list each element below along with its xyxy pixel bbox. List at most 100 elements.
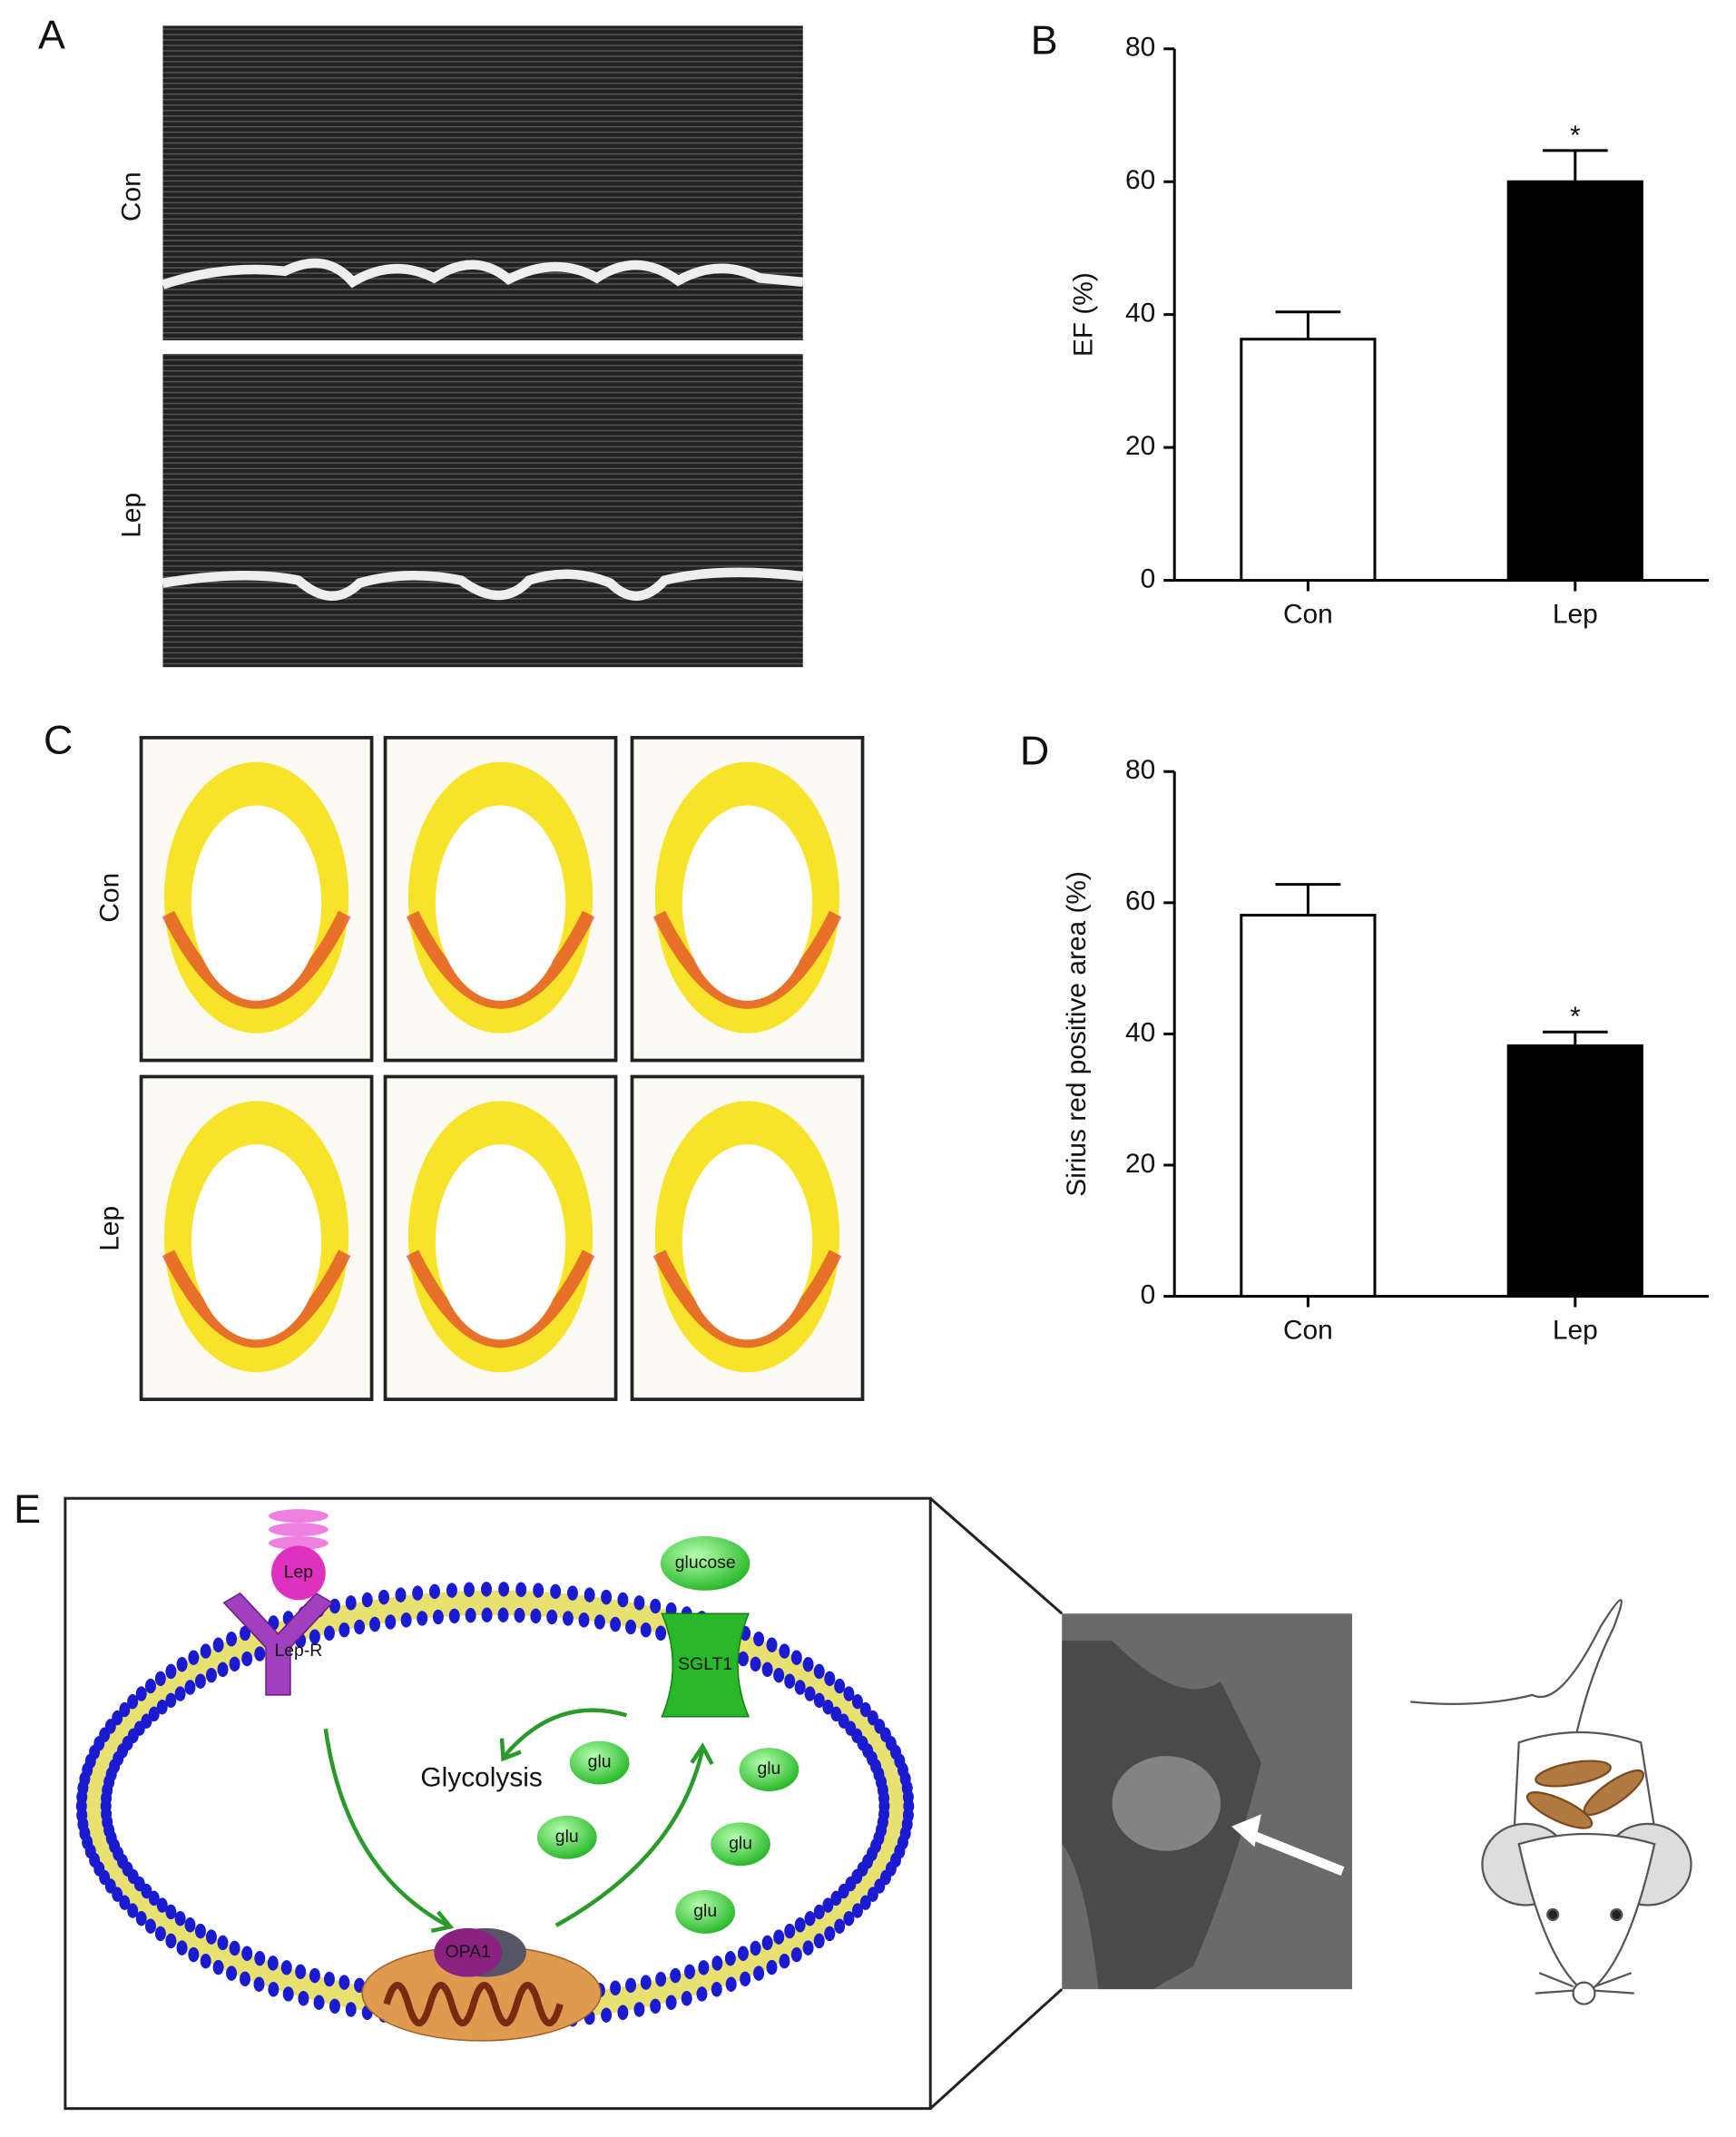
arrow bbox=[1245, 1828, 1345, 1876]
mitochondrion: OPA1 bbox=[361, 1927, 602, 2042]
lipid-head bbox=[514, 1607, 525, 1623]
lipid-head bbox=[112, 1710, 123, 1726]
row-label: Con bbox=[116, 172, 146, 221]
row-label: Con bbox=[95, 873, 125, 923]
lipid-head bbox=[843, 1911, 855, 1926]
lipid-head bbox=[385, 1614, 397, 1630]
lipid-head bbox=[174, 1686, 186, 1701]
lipid-head bbox=[601, 1589, 613, 1605]
echo-trace bbox=[161, 258, 804, 289]
lipid-head bbox=[761, 1935, 773, 1951]
lipid-head bbox=[740, 1971, 751, 1987]
lipid-head bbox=[412, 1585, 424, 1601]
lipid-head bbox=[753, 1631, 765, 1647]
lipid-head bbox=[267, 1956, 279, 1971]
glu-label: glu bbox=[588, 1752, 612, 1772]
lumen bbox=[191, 805, 322, 1001]
lipid-head bbox=[813, 1663, 825, 1680]
lipid-head bbox=[176, 1656, 188, 1672]
lipid-head bbox=[400, 1613, 412, 1628]
lipid-head bbox=[681, 1991, 692, 2006]
lipid-head bbox=[804, 1911, 816, 1926]
lipid-head bbox=[200, 1643, 211, 1659]
lipid-head bbox=[562, 1611, 574, 1626]
receptor-label: Lep-R bbox=[274, 1641, 322, 1661]
lipid-head bbox=[750, 1940, 761, 1956]
lipid-head bbox=[240, 1971, 250, 1987]
lipid-head bbox=[194, 1923, 206, 1939]
lipid-head bbox=[625, 1977, 637, 1994]
lipid-head bbox=[779, 1643, 790, 1659]
lipid-head bbox=[843, 1686, 855, 1701]
lipid-head bbox=[753, 1965, 765, 1981]
y-tick-label: 40 bbox=[1125, 299, 1155, 328]
lipid-head bbox=[859, 1895, 871, 1910]
lipid-head bbox=[395, 1587, 407, 1603]
lipid-head bbox=[141, 1713, 152, 1729]
y-axis-label: EF (%) bbox=[1068, 272, 1098, 357]
lumen bbox=[435, 1144, 566, 1340]
bar bbox=[1240, 338, 1377, 583]
lipid-head bbox=[165, 1904, 177, 1920]
glucose-molecules: glu glu glu glu glu bbox=[536, 1740, 799, 1934]
lipid-head bbox=[737, 1651, 749, 1667]
lipid-head bbox=[226, 1965, 238, 1981]
lipid-head bbox=[323, 1625, 335, 1641]
lipid-head bbox=[448, 1608, 460, 1624]
lipid-head bbox=[309, 1967, 320, 1984]
lipid-head bbox=[655, 1625, 667, 1641]
ligand-label: Lep bbox=[284, 1563, 313, 1583]
y-tick-label: 0 bbox=[1141, 1279, 1156, 1309]
lipid-head bbox=[253, 1976, 265, 1992]
panel-label: D bbox=[1020, 729, 1049, 774]
lipid-head bbox=[824, 1671, 836, 1687]
echo-image bbox=[162, 354, 803, 668]
lipid-head bbox=[429, 1583, 440, 1600]
lipid-head bbox=[813, 1692, 825, 1709]
lipid-head bbox=[135, 1686, 147, 1701]
lipid-head bbox=[610, 1980, 622, 1995]
lipid-head bbox=[625, 1619, 637, 1635]
y-axis-label: Sirius red positive area (%) bbox=[1062, 871, 1092, 1197]
lipid-head bbox=[241, 1651, 253, 1667]
diagram: Lep Lep-R glucose SGLT1 Glycolysis glu gl… bbox=[64, 1496, 1692, 2111]
lipid-head bbox=[851, 1693, 863, 1710]
lipid-head bbox=[566, 1585, 578, 1601]
lipid-head bbox=[670, 1967, 682, 1984]
lipid-head bbox=[761, 1662, 773, 1678]
lipid-head bbox=[498, 1582, 510, 1597]
fibrosis bbox=[652, 1250, 842, 1348]
lipid-head bbox=[824, 1926, 836, 1942]
lipid-head bbox=[610, 1616, 622, 1632]
lipid-head bbox=[878, 1790, 890, 1806]
lipid-head bbox=[830, 1706, 842, 1722]
lipid-head bbox=[205, 1667, 217, 1683]
lipid-head bbox=[194, 1673, 206, 1689]
lipid-head bbox=[417, 1611, 428, 1626]
lipid-head bbox=[794, 1917, 806, 1933]
lipid-head bbox=[766, 1637, 778, 1652]
lipid-head bbox=[229, 1656, 240, 1672]
significance: * bbox=[1570, 121, 1581, 151]
lipid-head bbox=[446, 1583, 457, 1598]
echo-image bbox=[162, 25, 803, 341]
lipid-head bbox=[584, 1587, 595, 1603]
lipid-head bbox=[156, 1897, 168, 1913]
glucose bbox=[675, 1890, 736, 1934]
lipid-head bbox=[354, 1619, 366, 1635]
y-tick-label: 20 bbox=[1125, 431, 1155, 461]
glucose bbox=[711, 1822, 770, 1867]
bar bbox=[1506, 180, 1643, 583]
lipid-head bbox=[188, 1650, 200, 1665]
lipid-head bbox=[119, 1895, 131, 1910]
lipid-head bbox=[165, 1933, 177, 1949]
lipid-head bbox=[784, 1673, 796, 1689]
fibrosis bbox=[406, 910, 595, 1009]
lipid-head bbox=[154, 1926, 166, 1942]
lipid-head bbox=[813, 1904, 825, 1920]
lipid-head bbox=[725, 1976, 737, 1992]
fibrosis bbox=[162, 910, 351, 1009]
receptor: Lep Lep-R bbox=[222, 1509, 334, 1696]
lipid-head bbox=[329, 1998, 340, 2014]
lipid-head bbox=[640, 1975, 652, 1990]
